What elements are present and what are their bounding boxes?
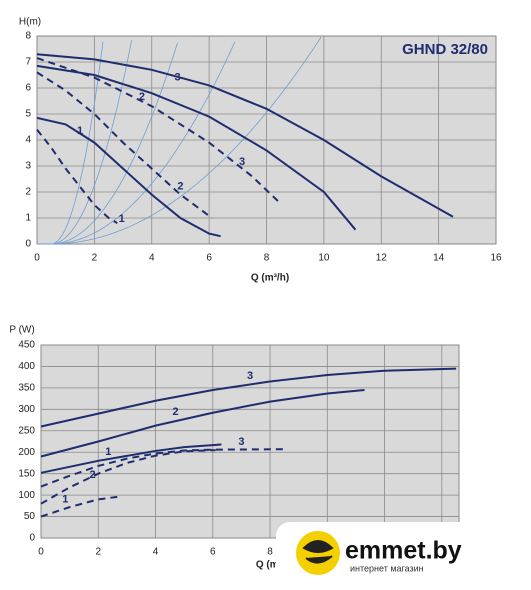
x-tick-label: 6: [210, 547, 216, 558]
y-tick-label: 400: [18, 361, 35, 372]
curve-label: 3: [238, 436, 244, 448]
y-tick-label: 8: [25, 31, 31, 42]
y-tick-label: 100: [18, 490, 35, 501]
x-axis-label: Q (m³/h): [251, 273, 289, 284]
curve-label: 2: [89, 469, 95, 481]
curve: [36, 116, 221, 238]
curve: [36, 57, 279, 202]
y-axis-label: H(m): [19, 17, 41, 28]
y-tick-label: 450: [18, 340, 35, 351]
x-tick-label: 6: [206, 253, 212, 264]
curve: [40, 367, 457, 428]
y-tick-label: 5: [25, 109, 31, 120]
y-tick-label: 50: [24, 511, 36, 522]
y-tick-label: 300: [18, 404, 35, 415]
y-tick-label: 7: [25, 57, 31, 68]
x-tick-label: 2: [92, 253, 98, 264]
x-tick-label: 4: [153, 547, 159, 558]
y-tick-label: 6: [25, 83, 31, 94]
system-curve: [37, 37, 322, 245]
watermark: emmet.by интернет магазин: [276, 522, 531, 590]
curve-label: 3: [239, 156, 245, 168]
x-axis-label: Q (m³/h): [256, 560, 294, 571]
curve: [40, 443, 222, 474]
curve-label: 3: [175, 72, 181, 84]
y-tick-label: 250: [18, 425, 35, 436]
system-curve: [37, 42, 178, 245]
x-tick-label: 4: [149, 253, 155, 264]
plot-area: [40, 344, 460, 539]
y-tick-label: 0: [29, 533, 35, 544]
y-tick-label: 3: [25, 161, 31, 172]
curve: [40, 389, 365, 458]
system-curves: [37, 37, 322, 245]
curve: [40, 495, 122, 518]
curve: [36, 71, 213, 219]
logo-bee: [302, 540, 334, 564]
curve-label: 2: [139, 91, 145, 103]
y-tick-label: 1: [25, 213, 31, 224]
x-tick-label: 2: [95, 547, 101, 558]
curve-label: 1: [105, 446, 111, 458]
curve: [36, 128, 118, 225]
y-tick-label: 150: [18, 468, 35, 479]
curve-label: 2: [172, 406, 178, 418]
y-tick-label: 4: [25, 135, 31, 146]
system-curve: [37, 41, 104, 245]
chart-title: GHND 32/80: [402, 41, 488, 58]
curve-label: 1: [62, 494, 68, 506]
curve: [36, 53, 454, 218]
x-tick-label: 10: [318, 253, 330, 264]
brand: emmet.by: [345, 537, 462, 565]
tagline: интернет магазин: [350, 563, 424, 573]
curve: [36, 64, 357, 231]
curve-label: 2: [177, 181, 183, 193]
x-tick-label: 0: [38, 547, 44, 558]
y-tick-label: 2: [25, 187, 31, 198]
curve-label: 1: [119, 213, 125, 225]
x-tick-label: 0: [34, 253, 40, 264]
x-tick-label: 12: [376, 253, 388, 264]
watermark-box: [276, 522, 531, 590]
system-curve: [37, 41, 236, 245]
curve: [40, 448, 285, 488]
y-tick-label: 350: [18, 383, 35, 394]
curve-label: 1: [77, 125, 83, 137]
x-tick-label: 16: [490, 253, 502, 264]
x-tick-label: 14: [433, 253, 445, 264]
curve-label: 3: [247, 370, 253, 382]
y-tick-label: 200: [18, 447, 35, 458]
y-axis-label: P (W): [9, 325, 34, 336]
y-tick-label: 0: [25, 239, 31, 250]
x-tick-label: 8: [264, 253, 270, 264]
x-tick-label: 8: [267, 547, 273, 558]
